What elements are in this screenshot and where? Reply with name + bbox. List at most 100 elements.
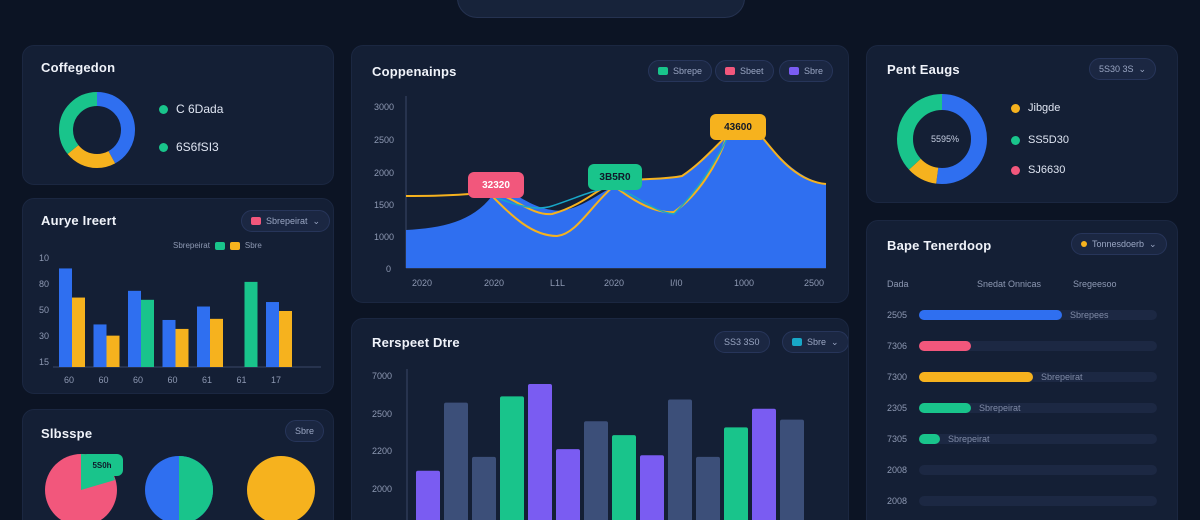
big-bar-chip-1[interactable]: SS3 3S0 bbox=[714, 331, 770, 353]
y-tick: 50 bbox=[39, 305, 50, 315]
y-tick: 2000 bbox=[372, 484, 393, 494]
y-tick: 2000 bbox=[374, 168, 395, 178]
col-header: Sregeesoo bbox=[1073, 279, 1117, 289]
small-bar-chart bbox=[53, 268, 321, 368]
green-dot-icon bbox=[1011, 135, 1020, 145]
progress-track bbox=[919, 341, 1157, 351]
x-tick: 2500 bbox=[804, 278, 825, 288]
pie-period-chip[interactable]: Sbre bbox=[285, 420, 325, 442]
area-card-title: Coppenainps bbox=[372, 64, 457, 79]
progress-card: Bape Tenerdoop Tonnesdoerb ⌄ Dada Snedat … bbox=[866, 220, 1178, 520]
progress-row-label: 2008 bbox=[887, 465, 908, 475]
progress-track bbox=[919, 496, 1157, 506]
big-bar-chart bbox=[406, 369, 804, 520]
bar-5-1 bbox=[244, 281, 258, 367]
area-chart-card: Coppenainps Sbrepe Sbeet Sbre 3000 2500 … bbox=[351, 45, 849, 303]
chevron-down-icon: ⌄ bbox=[1138, 63, 1147, 74]
chevron-down-icon: ⌄ bbox=[312, 215, 321, 226]
big-bar-8 bbox=[640, 455, 664, 520]
top-search-pill[interactable] bbox=[457, 0, 745, 18]
pink-square-icon bbox=[251, 217, 261, 225]
progress-fill bbox=[919, 372, 1033, 382]
chip-series-1[interactable]: Sbrepe bbox=[648, 60, 713, 82]
bar-filter-chip[interactable]: Sbrepeirat ⌄ bbox=[241, 210, 331, 232]
big-bar-0 bbox=[416, 470, 440, 520]
col-header: Snedat Onnicas bbox=[977, 279, 1042, 289]
y-tick: 2500 bbox=[372, 409, 393, 419]
peak-label-yellow: 43600 bbox=[710, 114, 766, 140]
bar-0-0 bbox=[59, 268, 72, 367]
y-tick: 0 bbox=[386, 264, 392, 274]
big-bar-4 bbox=[528, 384, 552, 520]
y-tick: 15 bbox=[39, 357, 50, 367]
green-square-icon bbox=[214, 241, 225, 250]
chip-series-2[interactable]: Sbeet bbox=[715, 60, 774, 82]
big-bar-card: Rerspeet Dtre SS3 3S0 Sbre ⌄ 7000 2500 22… bbox=[351, 318, 849, 520]
progress-track bbox=[919, 465, 1157, 475]
ring-period-chip[interactable]: 5S30 3S ⌄ bbox=[1089, 58, 1157, 80]
progress-value: Sbrepeirat bbox=[1041, 372, 1083, 382]
pie-card: Slbsspe Sbre 5S0h bbox=[22, 409, 334, 520]
big-bar-3 bbox=[500, 396, 524, 520]
cyan-square-icon bbox=[792, 338, 802, 346]
progress-row-label: 7306 bbox=[887, 341, 908, 351]
ring-center-value: 5595% bbox=[931, 134, 960, 144]
bar-4-1 bbox=[210, 318, 223, 367]
progress-row-label: 2305 bbox=[887, 403, 908, 413]
bar-6-1 bbox=[279, 311, 292, 367]
chevron-down-icon: ⌄ bbox=[1149, 238, 1157, 249]
big-bar-1 bbox=[444, 402, 468, 520]
x-tick: 2020 bbox=[604, 278, 625, 288]
pie-blue-green-half bbox=[179, 456, 213, 520]
bar-1-0 bbox=[93, 324, 107, 367]
pie-yellow bbox=[247, 456, 315, 520]
green-square-icon bbox=[658, 67, 668, 75]
x-tick: 60 bbox=[167, 375, 178, 385]
x-tick: 60 bbox=[64, 375, 75, 385]
bar-6-0 bbox=[266, 302, 279, 367]
donut-card: Coffegedon C 6Dada 6S6fSI3 bbox=[22, 45, 334, 185]
big-bar-6 bbox=[584, 421, 608, 520]
ring-legend-3: SJ6630 bbox=[1011, 164, 1065, 176]
yellow-dot-icon bbox=[1081, 241, 1087, 247]
progress-track bbox=[919, 434, 1157, 444]
donut-card-title: Coffegedon bbox=[41, 60, 116, 75]
chevron-down-icon: ⌄ bbox=[831, 336, 839, 347]
yellow-dot-icon bbox=[1011, 103, 1020, 113]
big-bar-12 bbox=[752, 408, 776, 520]
pie-label: 5S0h bbox=[81, 454, 123, 476]
chip-series-3[interactable]: Sbre bbox=[779, 60, 834, 82]
pink-dot-icon bbox=[1011, 165, 1020, 175]
donut-legend-1: C 6Dada bbox=[159, 102, 223, 116]
y-tick: 7000 bbox=[372, 371, 393, 381]
pie-group bbox=[45, 454, 315, 520]
y-tick: 10 bbox=[39, 253, 50, 263]
x-tick: 2020 bbox=[484, 278, 505, 288]
progress-row-label: 7305 bbox=[887, 434, 908, 444]
bar-0-1 bbox=[72, 297, 85, 367]
big-bar-10 bbox=[696, 456, 720, 520]
y-tick: 80 bbox=[39, 279, 50, 289]
progress-fill bbox=[919, 310, 1062, 320]
bar-2-1 bbox=[141, 299, 154, 367]
green-dot-icon bbox=[159, 142, 168, 152]
ring-card: Pent Eaugs 5S30 3S ⌄ 5595% Jibgde SS5D30 … bbox=[866, 45, 1178, 203]
progress-fill bbox=[919, 341, 971, 351]
peak-label-green: 3B5R0 bbox=[588, 164, 642, 190]
x-tick: 60 bbox=[133, 375, 144, 385]
ring-card-title: Pent Eaugs bbox=[887, 62, 960, 77]
x-tick: 61 bbox=[202, 375, 213, 385]
progress-track bbox=[919, 372, 1157, 382]
y-tick: 3000 bbox=[374, 102, 395, 112]
x-tick: 61 bbox=[236, 375, 247, 385]
bar-3-1 bbox=[175, 328, 189, 367]
ring-legend-2: SS5D30 bbox=[1011, 134, 1069, 146]
big-bar-chip-2[interactable]: Sbre ⌄ bbox=[782, 331, 848, 353]
x-tick: 17 bbox=[271, 375, 282, 385]
big-bar-7 bbox=[612, 435, 636, 520]
y-tick: 2500 bbox=[374, 135, 395, 145]
progress-chip[interactable]: Tonnesdoerb ⌄ bbox=[1071, 233, 1167, 255]
y-tick: 2200 bbox=[372, 446, 393, 456]
progress-card-title: Bape Tenerdoop bbox=[887, 238, 992, 253]
progress-row-label: 2008 bbox=[887, 496, 908, 506]
